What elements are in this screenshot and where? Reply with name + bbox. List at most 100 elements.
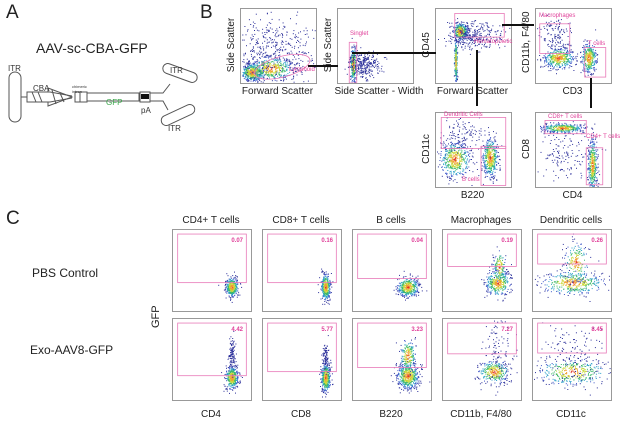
event-dot bbox=[458, 25, 460, 27]
event-dot bbox=[370, 69, 372, 71]
event-dot bbox=[465, 30, 467, 32]
event-dot bbox=[565, 124, 567, 126]
event-dot bbox=[281, 69, 283, 71]
event-dot bbox=[252, 73, 254, 75]
event-dot bbox=[293, 67, 295, 69]
event-dot bbox=[447, 163, 449, 165]
event-dot bbox=[587, 52, 588, 54]
event-dot bbox=[557, 27, 559, 29]
event-dot bbox=[494, 147, 496, 149]
event-dot bbox=[455, 39, 457, 41]
event-dot bbox=[588, 67, 590, 69]
event-dot bbox=[354, 57, 356, 58]
event-dot bbox=[280, 64, 282, 66]
event-dot bbox=[451, 132, 453, 134]
event-dot bbox=[456, 70, 458, 72]
event-dot bbox=[589, 56, 591, 58]
event-dot bbox=[493, 131, 494, 133]
event-dot bbox=[453, 144, 455, 146]
event-dot bbox=[259, 69, 261, 71]
event-dot bbox=[363, 58, 365, 60]
event-dot bbox=[262, 76, 264, 78]
event-dot bbox=[250, 71, 251, 73]
event-dot bbox=[380, 68, 382, 70]
event-dot bbox=[459, 149, 461, 151]
event-dot bbox=[360, 47, 362, 49]
event-dot bbox=[248, 63, 250, 64]
event-dot bbox=[589, 66, 591, 68]
event-dot bbox=[476, 30, 478, 31]
event-dot bbox=[351, 57, 353, 58]
event-dot bbox=[283, 79, 285, 81]
event-dot bbox=[368, 72, 370, 74]
event-dot bbox=[266, 65, 268, 67]
event-dot bbox=[451, 166, 453, 168]
event-dot bbox=[587, 55, 589, 57]
event-dot bbox=[282, 71, 284, 73]
event-dot bbox=[245, 75, 247, 77]
event-dot bbox=[268, 73, 270, 75]
event-dot bbox=[569, 130, 571, 132]
event-dot bbox=[267, 66, 269, 67]
event-dot bbox=[456, 41, 458, 43]
event-dot bbox=[275, 73, 277, 75]
event-dot bbox=[493, 168, 495, 170]
event-dot bbox=[437, 166, 439, 168]
event-dot bbox=[262, 63, 264, 65]
flow-plot-fsc-ssc: Lymphoid bbox=[240, 8, 317, 84]
event-dot bbox=[553, 57, 555, 59]
event-dot bbox=[305, 43, 307, 45]
gate bbox=[348, 41, 358, 83]
event-dot bbox=[486, 146, 488, 148]
event-dot bbox=[551, 44, 553, 46]
event-dot bbox=[455, 64, 457, 66]
event-dot bbox=[542, 66, 544, 68]
event-dot bbox=[487, 150, 489, 152]
event-dot bbox=[248, 78, 250, 79]
event-dot bbox=[465, 172, 467, 174]
event-dot bbox=[273, 64, 275, 66]
event-dot bbox=[367, 56, 369, 58]
event-dot bbox=[453, 162, 455, 164]
event-dot bbox=[458, 119, 460, 120]
event-dot bbox=[262, 66, 264, 68]
event-dot bbox=[461, 173, 463, 175]
event-dot bbox=[540, 60, 542, 62]
event-dot bbox=[456, 62, 458, 64]
event-dot bbox=[357, 53, 359, 55]
event-dot bbox=[589, 46, 590, 47]
event-dot bbox=[550, 58, 552, 59]
event-dot bbox=[263, 77, 265, 79]
event-dot bbox=[463, 38, 465, 40]
event-dot bbox=[358, 68, 360, 70]
event-dot bbox=[466, 159, 468, 161]
event-dot bbox=[488, 151, 490, 153]
event-dot bbox=[275, 65, 277, 67]
event-dot bbox=[580, 51, 582, 53]
event-dot bbox=[583, 64, 585, 66]
event-dot bbox=[259, 73, 261, 75]
event-dot bbox=[449, 134, 451, 136]
event-dot bbox=[471, 43, 473, 45]
event-dot bbox=[479, 23, 481, 24]
event-dot bbox=[454, 29, 456, 31]
event-dot bbox=[550, 57, 552, 58]
event-dot bbox=[256, 71, 258, 73]
event-dot bbox=[280, 70, 282, 72]
event-dot bbox=[591, 64, 593, 66]
event-dot bbox=[455, 60, 457, 62]
event-dot bbox=[463, 29, 465, 31]
event-dot bbox=[260, 70, 262, 72]
event-dot bbox=[469, 40, 471, 42]
event-dot bbox=[353, 55, 355, 57]
event-dot bbox=[564, 59, 566, 61]
event-dot bbox=[281, 36, 283, 38]
event-dot bbox=[560, 56, 562, 58]
event-dot bbox=[489, 45, 491, 47]
event-dot bbox=[456, 151, 458, 153]
event-dot bbox=[445, 45, 447, 47]
event-dot bbox=[372, 54, 374, 56]
event-dot bbox=[547, 66, 549, 68]
event-dot bbox=[559, 128, 561, 130]
event-dot bbox=[285, 48, 287, 50]
